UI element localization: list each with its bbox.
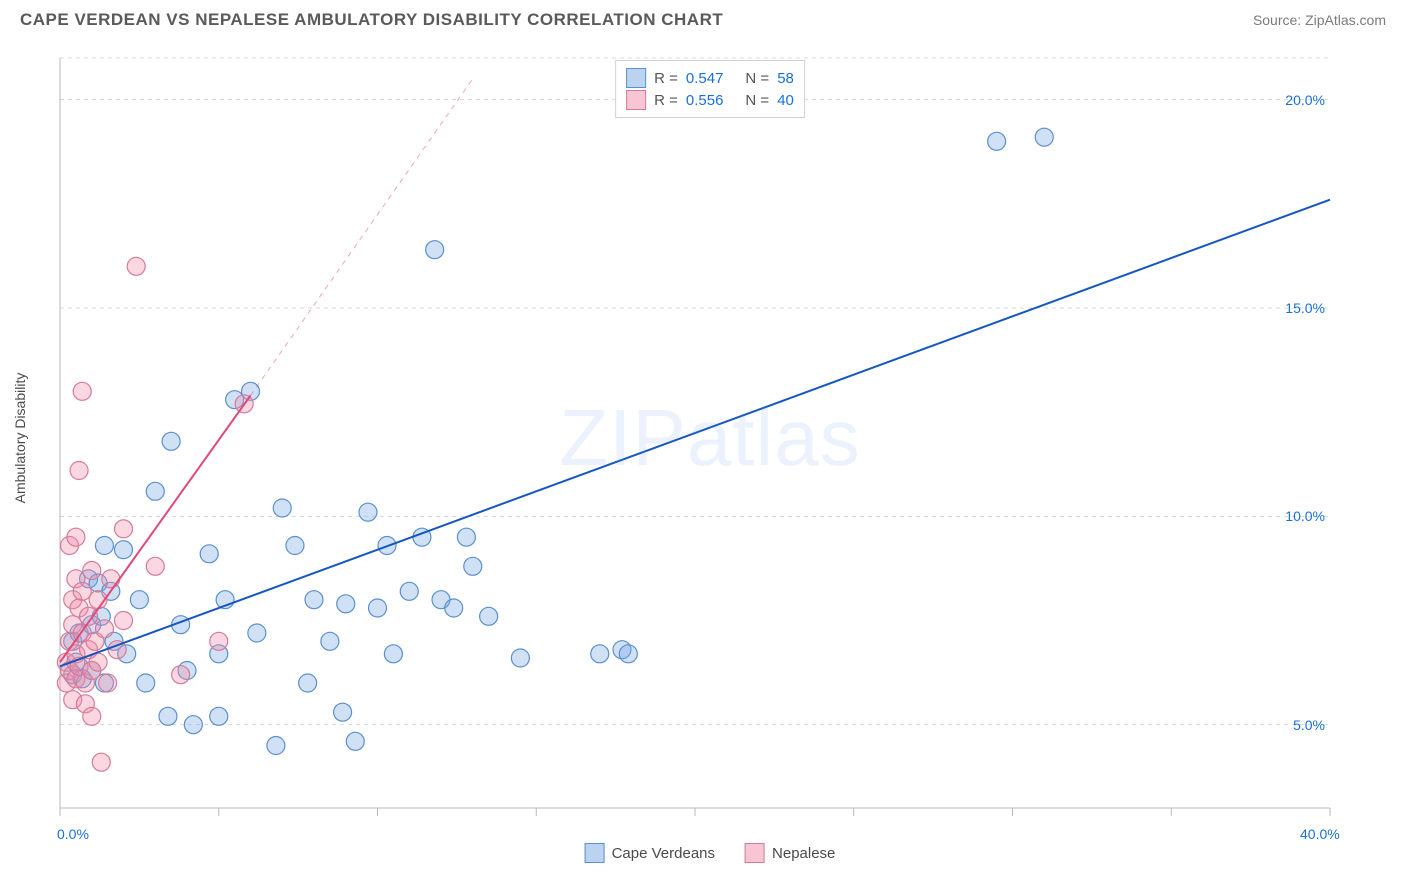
y-tick-label: 5.0% xyxy=(1293,717,1325,733)
stats-legend: R = 0.547 N = 58 R = 0.556 N = 40 xyxy=(615,60,805,118)
stats-legend-row: R = 0.547 N = 58 xyxy=(626,68,794,88)
stat-n-label: N = xyxy=(745,92,769,109)
chart-container: Ambulatory Disability R = 0.547N = 58R =… xyxy=(50,48,1370,828)
scatter-plot xyxy=(50,48,1370,828)
chart-title: CAPE VERDEAN VS NEPALESE AMBULATORY DISA… xyxy=(20,10,723,30)
stat-r-value: 0.547 xyxy=(686,70,724,87)
legend-label: Cape Verdeans xyxy=(612,845,715,862)
chart-header: CAPE VERDEAN VS NEPALESE AMBULATORY DISA… xyxy=(0,0,1406,38)
stat-r-label: R = xyxy=(654,70,678,87)
legend-swatch xyxy=(626,90,646,110)
legend-swatch xyxy=(626,68,646,88)
legend-swatch xyxy=(745,843,765,863)
y-tick-label: 20.0% xyxy=(1285,92,1325,108)
legend-item: Nepalese xyxy=(745,843,835,863)
legend-swatch xyxy=(585,843,605,863)
stat-n-value: 40 xyxy=(777,92,794,109)
stats-legend-row: R = 0.556 N = 40 xyxy=(626,90,794,110)
chart-source: Source: ZipAtlas.com xyxy=(1253,12,1386,28)
y-tick-label: 10.0% xyxy=(1285,508,1325,524)
legend-item: Cape Verdeans xyxy=(585,843,715,863)
y-tick-label: 15.0% xyxy=(1285,300,1325,316)
x-tick-label: 40.0% xyxy=(1300,826,1340,842)
stat-n-label: N = xyxy=(745,70,769,87)
y-axis-label: Ambulatory Disability xyxy=(12,373,28,504)
stat-r-value: 0.556 xyxy=(686,92,724,109)
legend-label: Nepalese xyxy=(772,845,835,862)
x-tick-label: 0.0% xyxy=(57,826,89,842)
series-legend: Cape Verdeans Nepalese xyxy=(585,843,836,863)
stat-r-label: R = xyxy=(654,92,678,109)
stat-n-value: 58 xyxy=(777,70,794,87)
